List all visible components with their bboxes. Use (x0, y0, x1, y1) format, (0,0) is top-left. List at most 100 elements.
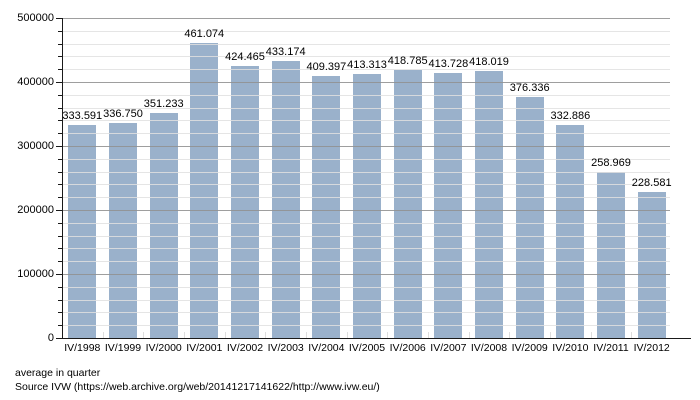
plot-area: 0 100000 200000 300000 400000 500000 333.591 IV… (17, 11, 672, 355)
chart-footer: average in quarter Source IVW (https://w… (15, 366, 380, 394)
y-axis-tick (58, 184, 62, 186)
x-axis-minor-tick (387, 332, 389, 338)
x-tick-label: IV/2002 (226, 342, 264, 354)
bar-value-label: 433.174 (265, 45, 306, 58)
bar (475, 70, 503, 338)
bar (231, 66, 259, 338)
y-axis-tick (58, 235, 62, 237)
y-axis-tick (58, 261, 62, 263)
gridline (62, 286, 670, 288)
gridline (62, 171, 670, 173)
y-axis-tick (58, 56, 62, 58)
bar-value-label: 376.336 (509, 82, 550, 95)
x-tick-label: IV/2004 (308, 342, 345, 354)
gridline (62, 133, 670, 135)
x-axis-minor-tick (590, 332, 592, 338)
y-tick-label: 500000 (17, 11, 54, 24)
y-tick-label: 300000 (17, 139, 54, 152)
bar-value-label: 461.074 (184, 27, 225, 40)
chart-note: average in quarter (15, 367, 101, 379)
x-tick-label: IV/2001 (186, 342, 223, 354)
x-tick-label: IV/2000 (145, 342, 182, 354)
bar-value-label: 333.591 (62, 109, 103, 122)
y-axis-tick (58, 222, 62, 224)
bar (556, 125, 585, 338)
gridline (62, 94, 670, 96)
gridline (62, 197, 670, 199)
y-tick-label: 0 (47, 331, 54, 344)
y-tick-label: 100000 (17, 267, 54, 280)
y-axis-tick (56, 146, 62, 147)
bar (515, 97, 544, 338)
bar (393, 70, 422, 338)
x-tick-label: IV/2003 (267, 342, 304, 354)
bar (109, 122, 137, 338)
gridline (62, 120, 670, 122)
bar-value-label: 413.313 (347, 58, 387, 71)
y-axis-tick (58, 171, 62, 173)
y-axis-tick (58, 286, 62, 288)
x-axis-minor-tick (306, 332, 307, 338)
x-axis-minor-tick (468, 332, 470, 338)
gridline (62, 222, 670, 224)
y-axis-tick (56, 210, 62, 211)
gridline (62, 158, 670, 160)
x-tick-label: IV/2009 (511, 342, 548, 354)
y-axis-tick (58, 120, 62, 122)
gridline (62, 69, 670, 71)
x-tick-label: IV/1998 (64, 342, 101, 354)
bar (68, 124, 97, 338)
x-axis-minor-tick (631, 332, 633, 338)
y-tick-label: 200000 (17, 203, 54, 216)
x-tick-label: IV/2010 (552, 342, 589, 354)
x-tick-label: IV/2011 (593, 342, 629, 354)
y-axis-tick (58, 30, 62, 32)
y-axis-tick (58, 158, 62, 160)
x-axis-minor-tick (550, 332, 551, 338)
x-axis-minor-tick (346, 332, 348, 338)
gridline (62, 146, 670, 147)
bar (312, 76, 341, 338)
x-axis-minor-tick (428, 332, 429, 338)
bar-value-label: 418.785 (387, 55, 428, 67)
y-axis-tick (58, 94, 62, 96)
bar-value-label: 351.233 (143, 98, 184, 111)
x-axis-minor-tick (184, 332, 185, 338)
gridline (62, 184, 670, 186)
bar-value-label: 418.019 (469, 55, 509, 68)
gridline (62, 235, 670, 237)
x-tick-label: IV/2008 (470, 342, 508, 354)
gridline (62, 248, 670, 250)
y-axis-tick (58, 107, 62, 109)
x-tick-label: IV/2005 (348, 342, 386, 354)
y-axis-tick (58, 197, 62, 199)
gridline (62, 274, 670, 275)
gridline (62, 210, 670, 211)
bar-value-label: 228.581 (631, 176, 672, 189)
bar-value-label: 336.750 (103, 107, 143, 120)
x-axis-minor-tick (265, 332, 267, 338)
gridline (62, 18, 670, 19)
gridline (62, 30, 670, 32)
y-axis-tick (58, 248, 62, 250)
gridline (62, 82, 670, 83)
gridline (62, 43, 670, 45)
y-axis-tick (58, 299, 62, 301)
y-axis-tick (56, 82, 62, 83)
x-axis-minor-tick (224, 332, 226, 338)
x-tick-label: IV/1999 (104, 342, 142, 354)
y-tick-label: 400000 (17, 75, 54, 88)
y-axis-tick (58, 69, 62, 71)
y-axis-tick (58, 325, 62, 327)
x-tick-label: IV/2007 (430, 342, 467, 354)
bar (353, 73, 381, 338)
y-axis-tick (58, 133, 62, 135)
y-axis-tick (56, 338, 62, 339)
bar (637, 191, 666, 338)
y-axis-tick (58, 312, 62, 314)
bar-value-label: 258.969 (591, 157, 631, 170)
gridline (62, 299, 670, 301)
bar-value-label: 332.886 (550, 110, 591, 122)
bar-value-label: 424.465 (225, 51, 265, 64)
